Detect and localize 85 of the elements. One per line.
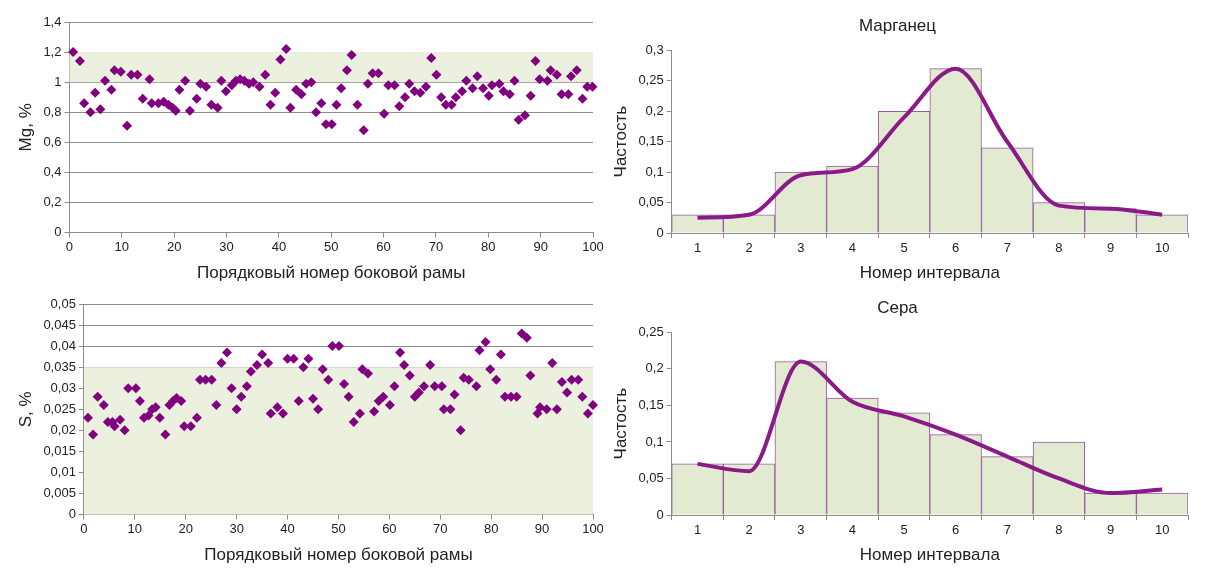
- x-tick-label: 10: [114, 238, 130, 254]
- y-tick-label: 0,15: [638, 133, 664, 149]
- x-tick-label: 70: [428, 238, 444, 254]
- y-tick-label: 0,2: [645, 360, 664, 376]
- y-tick-label: 0,005: [43, 485, 76, 501]
- x-tick-label: 10: [1154, 522, 1170, 538]
- y-tick-label: 0,05: [638, 470, 664, 486]
- x-tick-label: 80: [481, 238, 496, 254]
- y-tick-label: 0,045: [43, 316, 76, 332]
- x-tick-label: 5: [900, 522, 908, 538]
- y-tick-label: 0,1: [645, 433, 664, 449]
- y-tick-label: 0,015: [43, 443, 76, 458]
- x-tick-label: 50: [324, 238, 339, 254]
- y-tick-label: 0,05: [638, 194, 664, 210]
- x-tick-label: 0: [80, 520, 88, 536]
- y-tick-label: 0,3: [645, 41, 664, 57]
- y-tick-label: 0,05: [50, 295, 76, 311]
- x-tick-label: 90: [534, 520, 550, 536]
- y-tick-label: 0: [656, 224, 664, 240]
- line-series: [695, 66, 1165, 220]
- x-tick-label: 9: [1106, 240, 1115, 256]
- y-axis-title: Mg, %: [15, 103, 35, 152]
- y-tick-label: 0,04: [50, 337, 76, 353]
- chart-title: Сера: [877, 297, 919, 317]
- x-tick-label: 100: [582, 238, 604, 254]
- y-axis-title: S, %: [15, 391, 35, 428]
- x-tick-label: 40: [280, 520, 295, 536]
- x-tick-label: 8: [1055, 240, 1063, 256]
- y-axis-title: Частость: [610, 105, 630, 178]
- y-tick-label: 1,2: [43, 43, 62, 59]
- y-tick-label: 0: [656, 506, 664, 522]
- y-tick-label: 0: [68, 506, 76, 522]
- x-axis-title: Порядковый номер боковой рамы: [197, 263, 466, 283]
- y-axis-title: Частость: [610, 387, 630, 460]
- x-tick-label: 8: [1055, 522, 1063, 538]
- x-tick-label: 30: [229, 520, 244, 536]
- y-tick-label: 0,03: [50, 379, 76, 395]
- x-tick-label: 50: [331, 520, 346, 536]
- x-axis-title: Номер интервала: [859, 263, 1001, 283]
- y-tick-label: 0,1: [645, 163, 664, 179]
- x-tick-label: 60: [382, 520, 397, 536]
- y-tick-label: 0,02: [50, 421, 76, 437]
- x-tick-label: 2: [745, 240, 753, 256]
- x-tick-label: 60: [376, 238, 391, 254]
- y-tick-label: 0,4: [43, 164, 62, 180]
- y-tick-label: 0,2: [645, 102, 664, 118]
- y-tick-label: 0,2: [43, 194, 62, 210]
- y-tick-label: 0,8: [43, 103, 62, 119]
- x-tick-label: 4: [848, 522, 857, 538]
- x-tick-label: 7: [1003, 522, 1011, 538]
- x-tick-label: 6: [952, 240, 960, 256]
- line-series: [695, 359, 1165, 496]
- y-tick-label: 0,25: [638, 323, 664, 339]
- x-tick-label: 10: [1154, 240, 1170, 256]
- y-tick-label: 0,025: [43, 400, 76, 416]
- x-tick-label: 20: [166, 238, 182, 254]
- x-tick-label: 100: [582, 520, 604, 536]
- x-tick-label: 3: [797, 240, 805, 256]
- x-tick-label: 10: [127, 520, 143, 536]
- y-tick-label: 0,25: [638, 72, 664, 88]
- y-tick-label: 0: [54, 224, 62, 240]
- x-tick-label: 3: [797, 522, 805, 538]
- x-tick-label: 1: [693, 240, 702, 256]
- y-tick-label: 1: [54, 73, 62, 89]
- y-tick-label: 0,6: [43, 133, 62, 149]
- x-tick-label: 1: [693, 522, 702, 538]
- x-axis-title: Номер интервала: [859, 545, 1001, 565]
- x-tick-label: 40: [271, 238, 287, 254]
- x-tick-label: 70: [433, 520, 448, 536]
- x-tick-label: 20: [178, 520, 193, 536]
- y-tick-label: 0,15: [638, 397, 664, 413]
- x-tick-label: 80: [483, 520, 499, 536]
- y-tick-label: 1,4: [43, 13, 62, 29]
- x-tick-label: 9: [1106, 522, 1115, 538]
- x-tick-label: 2: [745, 522, 753, 538]
- chart-title: Марганец: [858, 15, 937, 35]
- x-tick-label: 5: [900, 240, 908, 256]
- x-tick-label: 7: [1003, 240, 1011, 256]
- x-tick-label: 6: [952, 522, 960, 538]
- x-tick-label: 4: [848, 240, 857, 256]
- x-tick-label: 90: [533, 238, 548, 254]
- y-tick-label: 0,035: [43, 358, 76, 374]
- y-tick-label: 0,01: [50, 464, 76, 480]
- x-axis-title: Порядковый номер боковой рамы: [204, 545, 473, 565]
- x-tick-label: 30: [219, 238, 234, 254]
